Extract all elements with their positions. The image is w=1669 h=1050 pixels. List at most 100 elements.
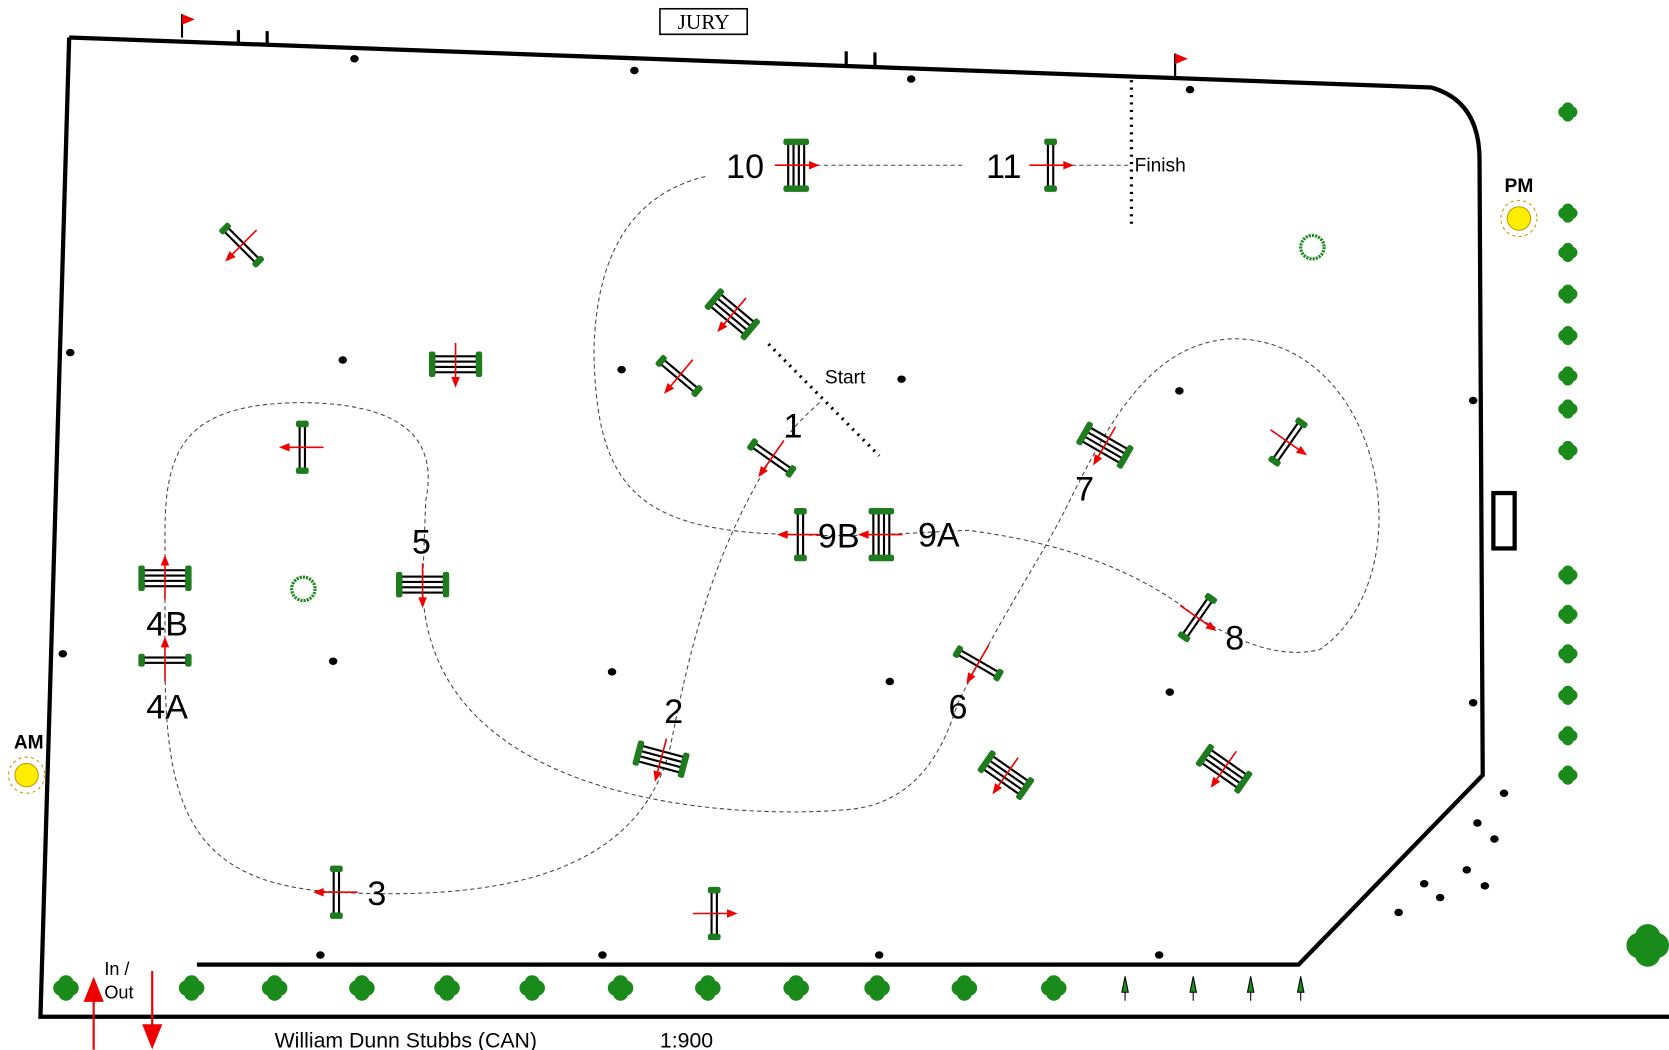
shrub	[1562, 569, 1574, 581]
fence-number: 4B	[146, 606, 188, 644]
entrance-label: In / Out	[104, 959, 134, 1003]
pm-label: PM	[1505, 176, 1534, 197]
shrub	[439, 980, 455, 996]
fence-stand	[632, 740, 645, 766]
fence-stand	[1295, 417, 1308, 429]
shrub	[1562, 246, 1574, 259]
fence	[138, 554, 192, 600]
fence-stand	[1044, 185, 1057, 192]
fence-stand	[952, 645, 964, 659]
fence-arrowhead	[777, 530, 788, 539]
fence-stand	[655, 354, 667, 368]
finish-label: Finish	[1135, 156, 1186, 177]
fence-stand	[794, 554, 807, 562]
fence-direction	[760, 440, 785, 475]
post	[906, 75, 916, 83]
fence-stand	[295, 420, 309, 428]
designer: William Dunn Stubbs (CAN)	[275, 1029, 537, 1050]
fence-arrowhead	[653, 770, 662, 782]
fence-arrowhead	[1295, 445, 1308, 456]
shrub	[1562, 769, 1574, 781]
fence-arrowhead	[808, 160, 820, 170]
fence-direction	[967, 644, 990, 681]
fence-number: 7	[1075, 471, 1094, 509]
judge-box	[1491, 490, 1517, 551]
shrub	[524, 980, 540, 996]
arena-fence	[38, 37, 1669, 1019]
fence-stand	[677, 752, 690, 778]
post	[1154, 951, 1164, 959]
fence-stand	[252, 255, 265, 268]
fence-stand	[138, 565, 145, 591]
fence-arrowhead	[726, 909, 738, 918]
fence-stand	[1268, 455, 1281, 467]
fence-stand	[1234, 770, 1253, 794]
post	[897, 375, 906, 383]
post	[1185, 85, 1195, 94]
fence-number: 6	[949, 689, 968, 727]
post	[1468, 699, 1478, 707]
fence-stand	[1116, 444, 1134, 469]
fence-arrowhead	[225, 251, 236, 262]
flower-bed	[1299, 233, 1326, 261]
flag	[1175, 53, 1188, 65]
shrub	[612, 980, 629, 996]
shrub	[1562, 730, 1574, 742]
fence-stand	[138, 653, 145, 667]
fence-number: 11	[986, 148, 1021, 186]
fence-arrowhead	[160, 554, 170, 566]
fence	[774, 138, 820, 192]
post	[1480, 882, 1490, 890]
fence-stand	[329, 865, 343, 872]
arena-fence	[69, 35, 1485, 967]
post	[1462, 866, 1472, 874]
jury-box	[659, 7, 749, 36]
fence	[692, 886, 738, 941]
tree	[1121, 976, 1129, 1001]
post	[885, 677, 895, 686]
fence-arrowhead	[966, 672, 976, 684]
fence-stand	[691, 384, 703, 398]
scale: 1:900	[660, 1029, 713, 1050]
fence-number: 1	[784, 408, 803, 446]
fence	[1076, 421, 1134, 469]
shrub	[700, 980, 716, 996]
fence	[952, 644, 1004, 684]
fence	[777, 507, 822, 562]
fence-stand	[707, 886, 721, 894]
fence	[1195, 743, 1253, 794]
post	[1175, 387, 1184, 395]
fence	[747, 438, 797, 478]
post	[1394, 908, 1403, 917]
fence-number: 8	[1225, 620, 1244, 658]
fence	[1029, 138, 1074, 192]
tree	[1246, 976, 1255, 1001]
fence-direction	[227, 229, 258, 260]
fence-stand	[707, 933, 721, 941]
am-label: AM	[14, 733, 44, 754]
fence-arrowhead	[992, 783, 1003, 795]
shrub	[1562, 648, 1574, 660]
fence-stand	[740, 318, 761, 341]
post	[328, 657, 338, 665]
fence	[395, 563, 450, 609]
fence-stand	[1015, 777, 1035, 801]
shrub	[1562, 106, 1574, 118]
post	[1435, 893, 1445, 902]
post	[617, 365, 626, 374]
fence-direction	[1179, 604, 1214, 630]
fence-number: 5	[412, 524, 431, 562]
course-route	[164, 175, 1380, 895]
shrub	[354, 980, 370, 996]
fence-arrowhead	[1205, 621, 1217, 632]
fence-stand	[395, 571, 403, 598]
fence-stand	[219, 222, 231, 235]
fence-arrowhead	[717, 321, 728, 333]
fence	[138, 636, 192, 682]
fence-direction	[666, 359, 694, 392]
fence-stand	[993, 668, 1004, 682]
fence	[857, 507, 903, 562]
exit-arrow	[142, 970, 163, 1050]
fence-arrowhead	[857, 530, 869, 539]
